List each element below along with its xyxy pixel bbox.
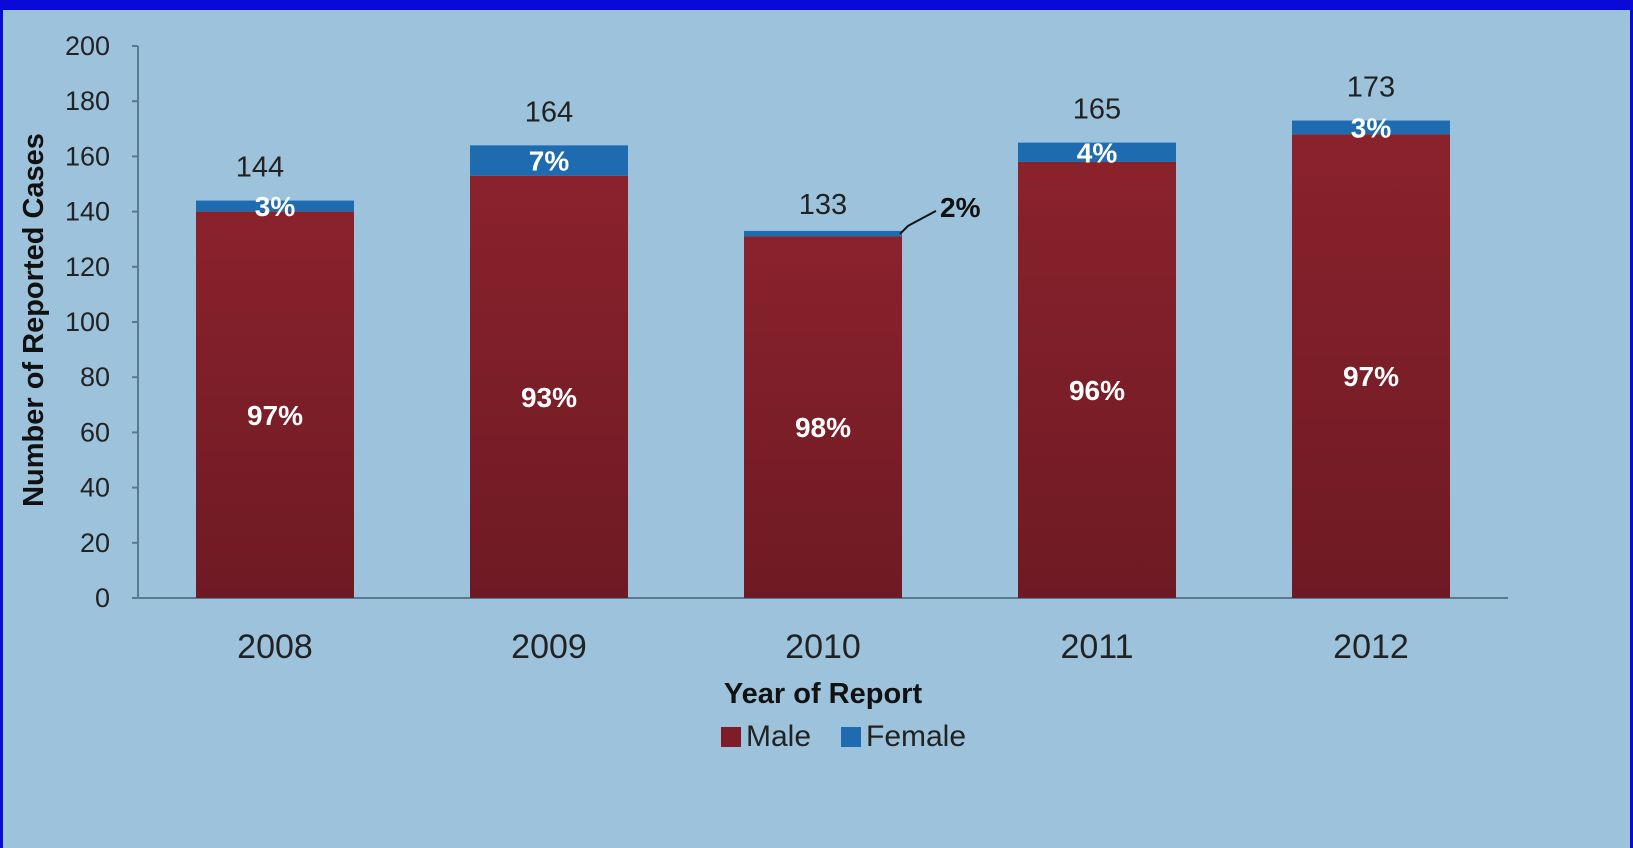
bar-male-2009 [470, 175, 628, 598]
x-tick-label: 2009 [511, 628, 587, 666]
bar-male-2012 [1292, 134, 1450, 598]
y-tick-label: 80 [80, 362, 110, 392]
bar-female-2010 [744, 230, 902, 237]
bar-female-2008 [196, 200, 354, 212]
bar-female-2012 [1292, 120, 1450, 135]
male-percent-label: 97% [247, 400, 303, 431]
male-percent-label: 96% [1069, 375, 1125, 406]
total-label: 165 [1073, 94, 1121, 126]
y-tick-label: 120 [65, 252, 110, 282]
x-axis: 2008 2009 2010 2011 2012 [138, 597, 1508, 666]
y-tick-label: 20 [80, 528, 110, 558]
male-percent-label: 93% [521, 382, 577, 413]
y-tick-label: 40 [80, 473, 110, 503]
female-percent-label: 3% [255, 191, 296, 222]
data-labels: 97% 3% 144 93% 7% 164 98% 2% 133 96% 4% 165 97% 3% 173 [236, 72, 1399, 444]
bar-male-2011 [1018, 161, 1176, 599]
x-tick-label: 2011 [1060, 628, 1133, 666]
male-percent-label: 98% [795, 412, 851, 443]
x-tick-label: 2012 [1333, 628, 1409, 666]
y-axis-title: Number of Reported Cases [18, 133, 50, 507]
y-tick-label: 140 [65, 197, 110, 227]
y-tick-label: 200 [65, 31, 110, 61]
y-tick-label: 100 [65, 307, 110, 337]
y-axis: 0 20 40 60 80 100 120 140 160 180 200 [65, 31, 139, 613]
female-percent-label: 7% [529, 146, 570, 177]
female-percent-label: 4% [1077, 137, 1118, 168]
total-label: 133 [799, 189, 847, 221]
y-tick-label: 160 [65, 141, 110, 171]
callout-leader-line [899, 210, 937, 235]
bars [196, 120, 1450, 599]
bar-male-2010 [744, 236, 902, 598]
y-tick-label: 0 [95, 583, 110, 613]
bar-female-2009 [470, 145, 628, 176]
legend-label-female: Female [866, 720, 966, 753]
female-percent-label: 3% [1351, 112, 1392, 143]
bar-chart: 0 20 40 60 80 100 120 140 160 180 200 2008 2009 2010… [18, 31, 1508, 753]
y-tick-label: 60 [80, 417, 110, 447]
legend-swatch-male [721, 727, 741, 747]
total-label: 144 [236, 152, 284, 184]
legend-label-male: Male [746, 720, 811, 753]
legend-swatch-female [841, 727, 861, 747]
total-label: 164 [525, 96, 573, 128]
x-axis-title: Year of Report [724, 678, 923, 710]
y-tick-label: 180 [65, 86, 110, 116]
bar-male-2008 [196, 211, 354, 598]
x-tick-label: 2010 [785, 628, 861, 666]
legend: Male Female [721, 720, 966, 753]
x-tick-label: 2008 [237, 628, 313, 666]
total-label: 173 [1347, 72, 1395, 104]
female-percent-label: 2% [940, 192, 981, 223]
bar-female-2011 [1018, 142, 1176, 162]
chart-frame: 0 20 40 60 80 100 120 140 160 180 200 2008 2009 2010… [3, 10, 1630, 848]
male-percent-label: 97% [1343, 361, 1399, 392]
